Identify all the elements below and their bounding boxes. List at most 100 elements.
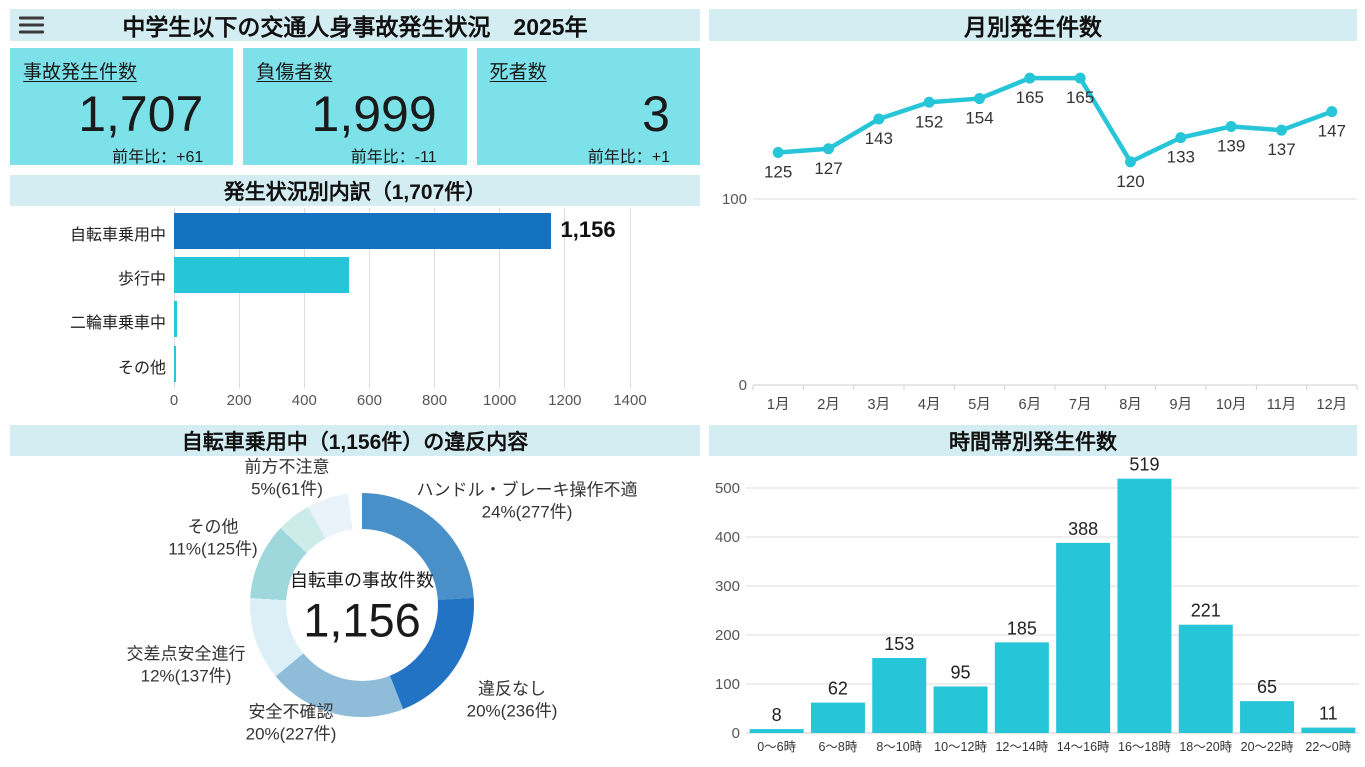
- data-point-3月[interactable]: [873, 113, 885, 125]
- donut-center-value: 1,156: [303, 593, 421, 647]
- stat-card-value: 3: [642, 86, 670, 142]
- page-title: 中学生以下の交通人身事故発生状況 2025年: [122, 14, 588, 40]
- y-tick-label: 100: [715, 676, 740, 693]
- monthly-line-plot: 0 100 125 1月 127 2月 143 3月 152 4月 154 5月 165 6月 165 7月 1…: [722, 72, 1358, 413]
- data-point-9月[interactable]: [1175, 132, 1187, 144]
- data-point-7月[interactable]: [1074, 72, 1086, 84]
- x-category-label: 6月: [1019, 397, 1042, 413]
- section-title-text: 自転車乗用中（1,156件）の違反内容: [181, 430, 529, 454]
- x-category-label: 16〜18時: [1118, 740, 1171, 754]
- slice-value: 11%(125件): [168, 540, 258, 559]
- bar-value-label: 95: [951, 662, 971, 682]
- x-category-label: 2月: [817, 397, 840, 413]
- donut-center-label: 自転車の事故件数: [290, 570, 434, 591]
- data-point-5月[interactable]: [974, 93, 985, 105]
- x-category-label: 4月: [918, 397, 941, 413]
- category-label: 歩行中: [117, 271, 166, 288]
- monthly-line-chart: 0 100 125 1月 127 2月 143 3月 152 4月 154 5月 165 6月 165 7月 1…: [709, 41, 1365, 421]
- x-category-label: 10月: [1216, 397, 1247, 413]
- hourly-bar-plot: 0 100 200 300 400 500 8 0〜6時 62 6〜8時 153 8〜10時 95 10〜…: [715, 455, 1359, 754]
- menu-icon-line: [19, 30, 44, 34]
- slice-label-4: その他 11%(125件): [168, 517, 257, 562]
- x-category-label: 6〜8時: [818, 740, 857, 754]
- data-point-10月[interactable]: [1225, 120, 1237, 132]
- bar-10〜12時[interactable]: [933, 686, 988, 733]
- point-value-label: 120: [1116, 172, 1144, 191]
- stat-card-yoy: 前年比：+61: [112, 149, 204, 166]
- stat-card-accidents: 事故発生件数 1,707 前年比：+61: [10, 48, 234, 166]
- bar-12〜14時[interactable]: [994, 642, 1049, 733]
- point-value-label: 127: [814, 159, 842, 178]
- slice-name: 違反なし: [478, 679, 546, 699]
- bar-16〜18時[interactable]: [1117, 478, 1172, 733]
- stat-card-label: 死者数: [489, 62, 547, 83]
- data-point-12月[interactable]: [1326, 106, 1338, 118]
- bar-6〜8時[interactable]: [810, 702, 865, 733]
- x-tick-label: 0: [169, 392, 179, 409]
- x-category-label: 8〜10時: [876, 740, 922, 754]
- point-value-label: 139: [1217, 136, 1245, 155]
- data-point-2月[interactable]: [823, 143, 834, 155]
- point-value-label: 147: [1318, 122, 1346, 141]
- x-category-label: 14〜16時: [1057, 740, 1110, 754]
- stat-cards: 事故発生件数 1,707 前年比：+61 負傷者数 1,999 前年比：-11 …: [10, 48, 700, 166]
- x-category-label: 10〜12時: [934, 740, 987, 754]
- point-value-label: 165: [1016, 88, 1044, 107]
- menu-icon[interactable]: [19, 16, 44, 34]
- x-category-label: 3月: [868, 397, 891, 413]
- x-category-label: 7月: [1069, 397, 1092, 413]
- data-point-1月[interactable]: [772, 147, 784, 158]
- x-tick-label: 400: [291, 392, 317, 409]
- x-category-label: 9月: [1170, 397, 1193, 413]
- x-tick-label: 1400: [613, 392, 647, 409]
- slice-label-5: 前方不注意 5%(61件): [245, 457, 330, 502]
- bar-18〜20時[interactable]: [1178, 624, 1233, 733]
- slice-value: 20%(227件): [245, 725, 337, 744]
- app-title-bar: 中学生以下の交通人身事故発生状況 2025年: [10, 9, 700, 41]
- violations-donut-chart: 自転車の事故件数 1,156 ハンドル・ブレーキ操作不適 24%(277件) 違反なし 2…: [0, 456, 701, 767]
- trend-line: [775, 75, 1335, 165]
- y-tick-label: 200: [715, 627, 740, 644]
- slice-value: 5%(61件): [251, 480, 323, 499]
- bar-value-label: 221: [1191, 601, 1221, 621]
- slice-name: ハンドル・ブレーキ操作不適: [416, 480, 638, 500]
- x-gridline: [238, 208, 240, 388]
- section-title-text: 発生状況別内訳（1,707件）: [223, 180, 487, 204]
- x-category-label: 12月: [1317, 397, 1348, 413]
- data-point-4月[interactable]: [923, 96, 935, 108]
- y-tick-label: 400: [715, 529, 740, 546]
- bar-0[interactable]: [174, 213, 551, 249]
- x-gridline: [368, 208, 370, 388]
- x-category-label: 5月: [968, 397, 991, 413]
- bar-value-label: 62: [828, 679, 848, 699]
- data-point-11月[interactable]: [1276, 124, 1287, 136]
- point-value-label: 133: [1167, 148, 1195, 167]
- bar-value-label: 388: [1068, 519, 1098, 539]
- slice-label-3: 交差点安全進行 12%(137件): [127, 644, 246, 689]
- x-category-label: 1月: [767, 397, 790, 413]
- bar-20〜22時[interactable]: [1240, 701, 1295, 733]
- x-gridline: [629, 208, 631, 388]
- data-point-8月[interactable]: [1125, 156, 1136, 168]
- stat-card-value: 1,707: [78, 86, 204, 142]
- bar-3[interactable]: [174, 346, 176, 382]
- bar-8〜10時[interactable]: [872, 658, 927, 733]
- data-point-6月[interactable]: [1024, 72, 1036, 84]
- slice-label-2: 安全不確認 20%(227件): [246, 702, 337, 747]
- point-value-label: 154: [965, 109, 993, 128]
- stat-card-label: 負傷者数: [256, 62, 333, 83]
- section-title-violations: 自転車乗用中（1,156件）の違反内容: [10, 425, 700, 456]
- x-category-label: 8月: [1119, 397, 1142, 413]
- bar-2[interactable]: [174, 301, 177, 337]
- bar-value-label: 185: [1007, 618, 1037, 638]
- bar-0〜6時[interactable]: [749, 729, 804, 733]
- bar-14〜16時[interactable]: [1056, 542, 1111, 733]
- slice-name: その他: [187, 517, 239, 537]
- section-title-text: 月別発生件数: [964, 14, 1102, 40]
- slice-label-0: ハンドル・ブレーキ操作不適 24%(277件): [417, 480, 638, 525]
- x-tick-label: 200: [226, 392, 252, 409]
- bar-22〜0時[interactable]: [1301, 727, 1356, 733]
- bar-value-label: 65: [1257, 677, 1277, 697]
- bar-1[interactable]: [174, 257, 350, 293]
- stat-card-injured: 負傷者数 1,999 前年比：-11: [243, 48, 467, 166]
